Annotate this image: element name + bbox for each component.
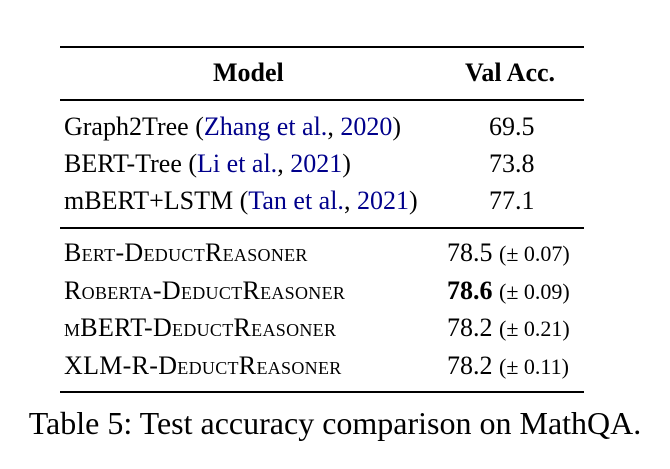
paren-close: ) xyxy=(342,149,351,178)
accuracy-value: 78.2 xyxy=(447,313,493,342)
citation-year-link[interactable]: 2020 xyxy=(340,112,393,141)
accuracy-value: 78.2 xyxy=(447,351,493,380)
accuracy-bert-deductreasoner: 78.5 (± 0.07) xyxy=(447,238,570,269)
bottom-rule xyxy=(60,391,584,393)
accuracy-mbert-deductreasoner: 78.2 (± 0.21) xyxy=(447,313,570,344)
paren-open: ( xyxy=(188,112,204,141)
header-val-acc: Val Acc. xyxy=(465,58,556,87)
accuracy-xlm-r-deductreasoner: 78.2 (± 0.11) xyxy=(447,351,569,382)
header-model: Model xyxy=(213,58,284,87)
citation-separator: , xyxy=(277,149,291,178)
citation-author-link[interactable]: Zhang et al. xyxy=(203,112,328,141)
citation-separator: , xyxy=(327,112,341,141)
paren-close: ) xyxy=(392,112,401,141)
accuracy-bert-tree: 73.8 xyxy=(489,149,535,178)
accuracy-roberta-deductreasoner: 78.6 (± 0.09) xyxy=(447,276,570,307)
accuracy-graph2tree: 69.5 xyxy=(489,112,535,141)
paren-close: ) xyxy=(408,186,418,215)
model-name-xlm-r-deductreasoner: XLM-R-DeductReasoner xyxy=(64,351,342,380)
accuracy-value-best: 78.6 xyxy=(447,276,493,305)
model-name-mbert-deductreasoner: mBERT-DeductReasoner xyxy=(64,313,337,342)
model-name-roberta-deductreasoner: Roberta-DeductReasoner xyxy=(64,276,346,305)
paren-open: ( xyxy=(233,186,249,215)
accuracy-mbert-lstm: 77.1 xyxy=(489,186,535,215)
citation-year-link[interactable]: 2021 xyxy=(290,149,343,178)
accuracy-value: 78.5 xyxy=(447,238,493,267)
table-row-bert-tree: BERT-Tree (Li et al., 2021) xyxy=(64,149,351,179)
group-rule xyxy=(60,227,584,229)
citation-year-link[interactable]: 2021 xyxy=(356,186,409,215)
table-caption: Table 5: Test accuracy comparison on Mat… xyxy=(28,405,642,441)
table-row-graph2tree: Graph2Tree (Zhang et al., 2020) xyxy=(64,112,401,142)
std-value: (± 0.07) xyxy=(499,241,570,266)
model-name-bert-deductreasoner: Bert-DeductReasoner xyxy=(64,238,308,267)
header-rule xyxy=(60,99,584,101)
std-value: (± 0.21) xyxy=(499,316,570,341)
citation-author-link[interactable]: Li et al. xyxy=(197,149,278,178)
top-rule xyxy=(60,46,584,48)
model-name: BERT-Tree xyxy=(64,149,182,178)
std-value: (± 0.11) xyxy=(499,354,569,379)
table-row-mbert-lstm: mBERT+LSTM (Tan et al., 2021) xyxy=(64,186,418,216)
citation-separator: , xyxy=(343,186,357,215)
paren-open: ( xyxy=(181,149,198,178)
citation-author-link[interactable]: Tan et al. xyxy=(248,186,344,215)
model-name: mBERT+LSTM xyxy=(64,186,234,215)
model-name: Graph2Tree xyxy=(64,112,189,141)
std-value: (± 0.09) xyxy=(499,279,570,304)
